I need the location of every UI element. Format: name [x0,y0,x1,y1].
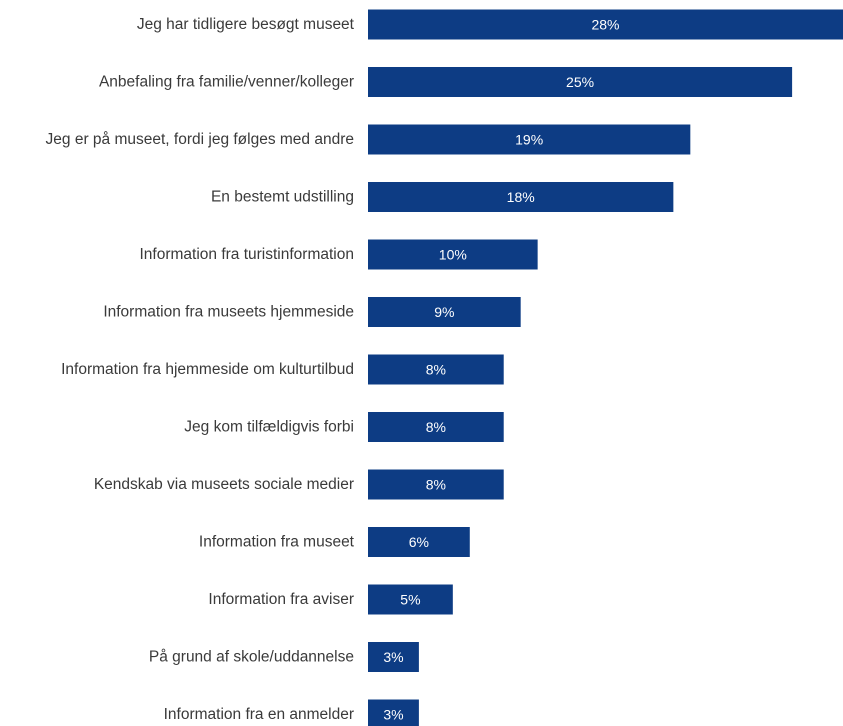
category-label: Information fra en anmelder [164,706,354,723]
value-label: 10% [439,247,467,263]
bar-group: En bestemt udstilling 18% [211,182,674,212]
bar [368,182,674,212]
bar-group: Information fra en anmelder 3% [164,699,419,726]
category-label: En bestemt udstilling [211,189,354,206]
bar [368,124,691,155]
value-label: 9% [434,304,454,320]
value-label: 3% [383,707,403,723]
bar-group: Information fra aviser 5% [208,584,453,615]
bar [368,642,419,672]
bar [368,354,504,385]
bar-group: Information fra museets hjemmeside 9% [103,297,521,327]
bar [368,699,419,726]
bar-group: Jeg kom tilfældigvis forbi 8% [184,412,504,442]
bar-group: På grund af skole/uddannelse 3% [149,642,419,672]
value-label: 6% [409,534,429,550]
value-label: 8% [426,477,446,493]
value-label: 5% [400,592,420,608]
bar [368,9,843,40]
category-label: Jeg har tidligere besøgt museet [137,16,355,33]
category-label: Anbefaling fra familie/venner/kolleger [99,74,354,91]
value-label: 8% [426,419,446,435]
category-label: På grund af skole/uddannelse [149,649,354,666]
category-label: Information fra turistinformation [139,246,354,263]
bar [368,297,521,327]
category-label: Kendskab via museets sociale medier [94,476,354,493]
value-label: 8% [426,362,446,378]
bar-group: Information fra turistinformation 10% [139,239,538,270]
bar [368,67,793,97]
value-label: 28% [591,17,619,33]
value-label: 18% [507,189,535,205]
category-label: Jeg er på museet, fordi jeg følges med a… [46,131,354,148]
category-label: Jeg kom tilfældigvis forbi [184,419,354,436]
value-label: 3% [383,649,403,665]
category-label: Information fra museet [199,534,355,551]
bar [368,469,504,500]
category-label: Information fra hjemmeside om kulturtilb… [61,361,354,378]
bar-group: Anbefaling fra familie/venner/kolleger 25… [99,67,793,97]
bar [368,239,538,270]
bar-group: Information fra museet 6% [199,527,470,557]
category-label: Information fra aviser [208,591,354,608]
value-label: 19% [515,132,543,148]
category-label: Information fra museets hjemmeside [103,304,354,321]
bar-group: Kendskab via museets sociale medier 8% [94,469,504,500]
bar-group: Jeg har tidligere besøgt museet 28% [137,9,843,40]
value-label: 25% [566,74,594,90]
bar-group: Jeg er på museet, fordi jeg følges med a… [46,124,691,155]
bar [368,412,504,442]
bar [368,584,453,615]
bar [368,527,470,557]
bar-group: Information fra hjemmeside om kulturtilb… [61,354,504,385]
